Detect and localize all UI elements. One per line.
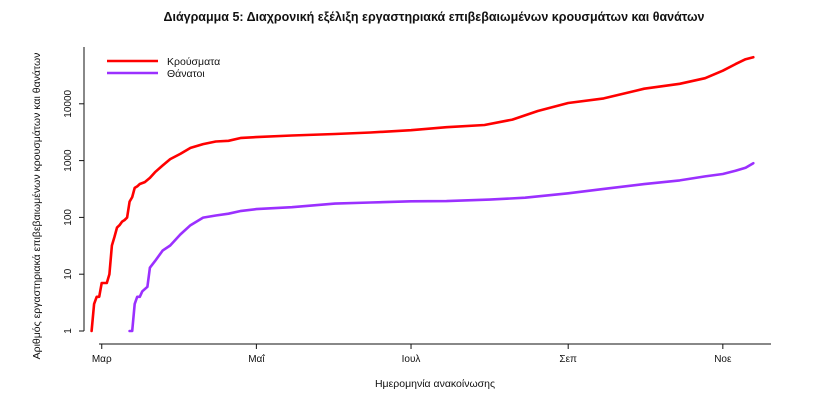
- x-axis-title: Ημερομηνία ανακοίνωσης: [375, 378, 495, 390]
- x-axis-ticks: Μαρ Μαΐ Ιουλ Σεπ Νοε: [92, 344, 732, 365]
- y-tick-label-1: 10: [63, 268, 74, 280]
- series-line-0: [90, 55, 755, 333]
- x-tick-label-4: Νοε: [714, 354, 732, 365]
- x-tick-label-3: Σεπ: [559, 354, 577, 365]
- y-axis-ticks: 1 10 100 1000 10000: [63, 89, 84, 334]
- x-tick-label-1: Μαΐ: [248, 353, 265, 365]
- x-tick-label-0: Μαρ: [92, 354, 112, 365]
- y-axis-title: Αριθμός εργαστηριακά επιβεβαιωμένων κρου…: [31, 53, 43, 360]
- series-line-1: [128, 161, 755, 333]
- y-tick-label-2: 100: [63, 209, 74, 226]
- y-tick-label-4: 10000: [63, 89, 74, 117]
- x-tick-label-2: Ιουλ: [402, 354, 421, 365]
- legend-label-1: Θάνατοι: [167, 68, 205, 80]
- chart-title: Διάγραμμα 5: Διαχρονική εξέλιξη εργαστηρ…: [163, 10, 704, 24]
- y-tick-label-3: 1000: [63, 149, 74, 172]
- legend-label-0: Κρούσματα: [167, 56, 220, 68]
- y-tick-label-0: 1: [63, 328, 74, 334]
- series-layer: [90, 55, 755, 333]
